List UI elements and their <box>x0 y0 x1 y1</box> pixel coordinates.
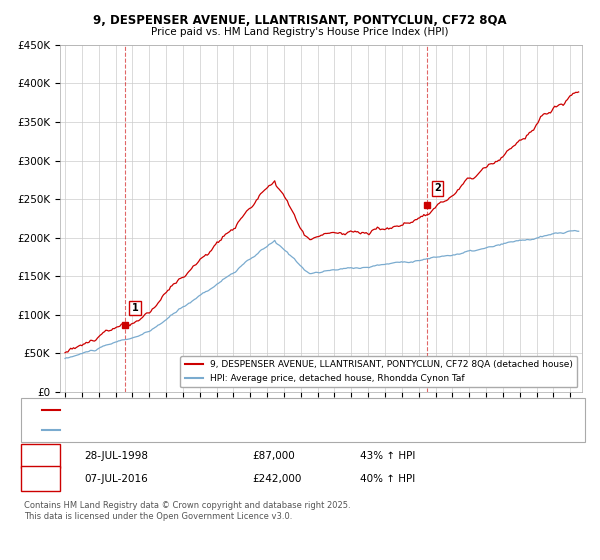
Text: 40% ↑ HPI: 40% ↑ HPI <box>360 474 415 484</box>
Text: Contains HM Land Registry data © Crown copyright and database right 2025.
This d: Contains HM Land Registry data © Crown c… <box>24 501 350 521</box>
Text: Price paid vs. HM Land Registry's House Price Index (HPI): Price paid vs. HM Land Registry's House … <box>151 27 449 37</box>
Text: 2: 2 <box>37 474 44 484</box>
Text: HPI: Average price, detached house, Rhondda Cynon Taf: HPI: Average price, detached house, Rhon… <box>66 426 320 435</box>
Text: 9, DESPENSER AVENUE, LLANTRISANT, PONTYCLUN, CF72 8QA: 9, DESPENSER AVENUE, LLANTRISANT, PONTYC… <box>93 14 507 27</box>
Text: 1: 1 <box>132 303 139 313</box>
Text: £87,000: £87,000 <box>252 451 295 461</box>
Text: 2: 2 <box>434 183 441 193</box>
Text: £242,000: £242,000 <box>252 474 301 484</box>
Text: 9, DESPENSER AVENUE, LLANTRISANT, PONTYCLUN, CF72 8QA (detached house): 9, DESPENSER AVENUE, LLANTRISANT, PONTYC… <box>66 405 429 414</box>
Text: 1: 1 <box>37 451 44 461</box>
Text: 28-JUL-1998: 28-JUL-1998 <box>84 451 148 461</box>
Text: 07-JUL-2016: 07-JUL-2016 <box>84 474 148 484</box>
Legend: 9, DESPENSER AVENUE, LLANTRISANT, PONTYCLUN, CF72 8QA (detached house), HPI: Ave: 9, DESPENSER AVENUE, LLANTRISANT, PONTYC… <box>181 356 577 388</box>
Text: 43% ↑ HPI: 43% ↑ HPI <box>360 451 415 461</box>
